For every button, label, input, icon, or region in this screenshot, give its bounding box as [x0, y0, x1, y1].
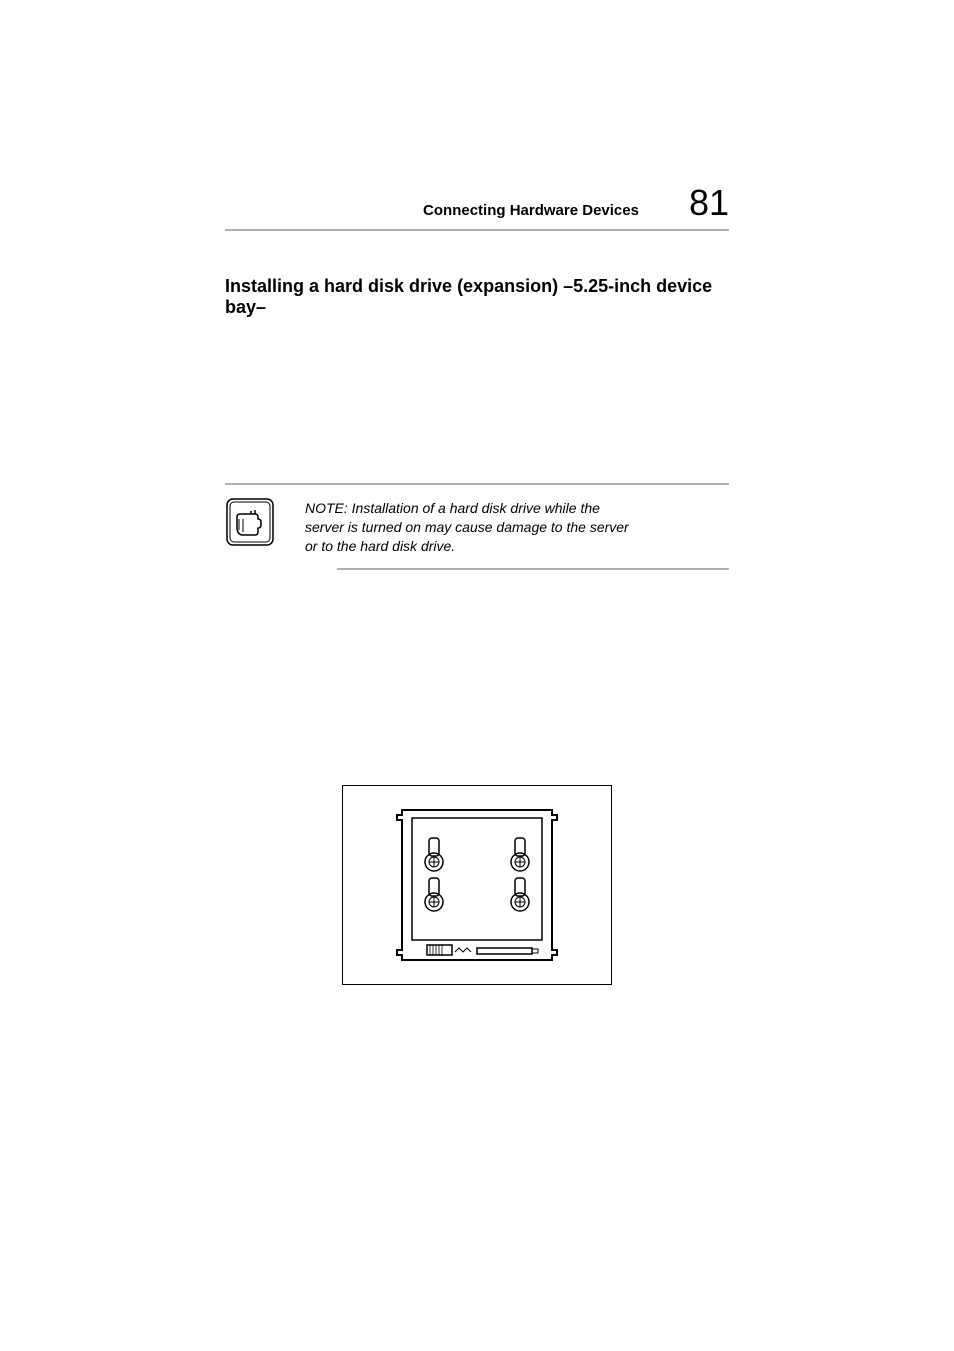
note-divider-bottom	[337, 568, 729, 570]
header-divider	[225, 229, 729, 231]
section-title: Installing a hard disk drive (expansion)…	[225, 276, 729, 318]
hdd-technical-drawing-icon	[387, 800, 567, 970]
hdd-diagram-box	[342, 785, 612, 985]
page-header: Connecting Hardware Devices 81	[225, 185, 729, 221]
note-divider-top	[225, 483, 729, 485]
diagram-container	[225, 785, 729, 985]
note-section: NOTE: Installation of a hard disk drive …	[225, 497, 729, 556]
section-name: Connecting Hardware Devices	[423, 202, 639, 219]
page-content: Connecting Hardware Devices 81 Installin…	[0, 0, 954, 985]
page-number: 81	[689, 185, 729, 221]
note-text: NOTE: Installation of a hard disk drive …	[305, 497, 635, 556]
pointing-hand-icon	[225, 497, 275, 552]
